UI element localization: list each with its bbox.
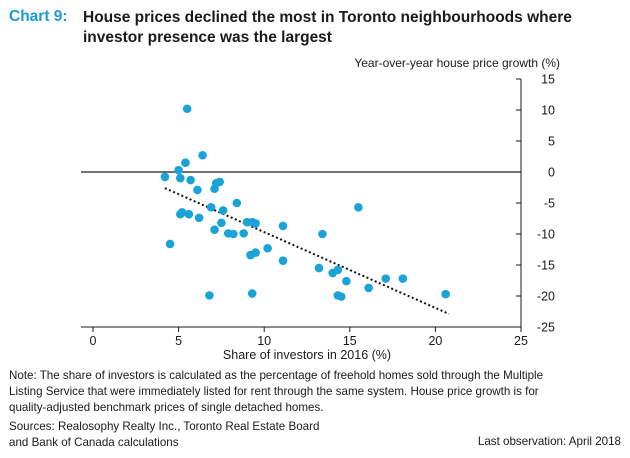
data-point [198,150,207,160]
data-point [263,243,272,253]
data-point [229,229,238,239]
data-point [232,198,242,208]
last-observation: Last observation: April 2018 [477,435,621,448]
data-point [205,291,214,300]
y-tick-label: -5 [544,197,555,211]
data-point [165,239,175,249]
data-point [176,173,185,183]
x-tick-label: 15 [343,334,357,348]
data-point [354,203,363,212]
sources-line-2: and Bank of Canada calculations [9,436,179,449]
data-point [251,248,260,257]
x-axis-label: Share of investors in 2016 (%) [222,348,392,362]
note-line-2: Listing Service that were immediately li… [9,385,539,398]
data-point [333,265,343,275]
y-tick-label: 10 [541,104,555,118]
data-point [247,289,257,298]
y-tick-label: -15 [537,259,555,273]
chart-note: Note: The share of investors is calculat… [9,368,624,416]
data-point [194,213,204,223]
chart-number: Chart 9: [9,8,68,25]
x-tick-label: 10 [257,334,271,348]
data-point [278,221,288,231]
data-point [206,203,216,212]
y-tick-label: -20 [537,290,555,304]
data-point [218,206,228,215]
data-point [398,274,408,283]
data-point [314,263,324,273]
data-point [186,175,195,185]
data-point [215,177,224,187]
x-tick-label: 20 [428,334,442,348]
data-point [381,274,391,283]
data-point [182,104,192,114]
y-tick-label: 5 [548,135,555,149]
x-axis-label-container: Share of investors in 2016 (%) [0,348,630,362]
y-tick-label: -25 [537,321,555,335]
data-point [184,209,194,219]
y-tick-label: 15 [541,73,555,87]
data-point [210,225,219,234]
data-point [251,219,260,228]
data-point [318,229,327,239]
points-group [160,104,450,301]
note-line-1: Note: The share of investors is calculat… [9,369,544,382]
data-point [441,289,450,299]
data-point [217,218,226,228]
data-point [177,208,187,217]
scatter-plot: 0 5 10 15 20 25 15 10 5 0 -5 -10 -15 -20 -25 [81,73,555,348]
note-line-3: quality-adjusted benchmark prices of sin… [9,401,324,414]
data-point [239,229,248,238]
data-point [160,172,170,182]
chart-title-line-2: investor presence was the largest [83,29,332,46]
y-axis-label: Year-over-year house price growth (%) [354,56,560,70]
chart-title-line-1: House prices declined the most in Toront… [83,9,572,26]
data-point [193,185,202,195]
chart-sources: Sources: Realosophy Realty Inc., Toronto… [9,419,409,451]
axes: 0 5 10 15 20 25 15 10 5 0 -5 -10 -15 -20 -25 [81,73,555,348]
data-point [181,158,190,167]
data-point [336,292,346,301]
data-point [174,165,183,175]
sources-line-1: Sources: Realosophy Realty Inc., Toronto… [9,420,320,433]
y-tick-label: 0 [548,166,555,180]
data-point [364,283,373,293]
y-tick-label: -10 [537,228,555,242]
x-tick-label: 0 [90,334,97,348]
x-tick-label: 25 [514,334,528,348]
x-tick-label: 5 [175,334,182,348]
chart-title: House prices declined the most in Toront… [83,8,623,48]
data-point [278,256,288,265]
data-point [342,276,351,286]
